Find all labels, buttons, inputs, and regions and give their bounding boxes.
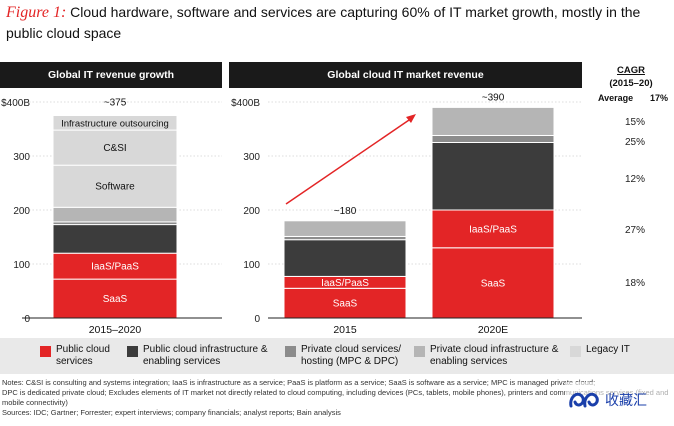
growth-arrow-line <box>285 117 413 205</box>
left-bar-segment-label: Infrastructure outsourcing <box>61 118 169 129</box>
right-bar-total-label: ~390 <box>482 92 505 103</box>
right-axis-tick-label: $400B <box>231 98 260 109</box>
cagr-value: 12% <box>624 174 645 185</box>
legend-swatch <box>414 346 425 357</box>
right-chart-title: Global cloud IT market revenue <box>229 62 582 88</box>
right-bar-total-label: ~180 <box>334 206 357 217</box>
left-category-label: 2015–2020 <box>89 324 142 336</box>
cagr-average-value: 17% <box>649 93 668 103</box>
right-axis-tick-label: 0 <box>254 314 260 325</box>
right-bar-segment-label: SaaS <box>333 299 358 310</box>
right-bar-segment <box>431 106 555 136</box>
right-bar-segment <box>431 134 555 143</box>
legend-label: Private cloud infrastructure & enabling … <box>430 344 559 367</box>
legend-label: Public cloud services <box>56 344 110 367</box>
cagr-value: 15% <box>624 117 645 128</box>
watermark-text: 收藏汇 <box>605 393 647 409</box>
footnote-line: Notes: C&SI is consulting and systems in… <box>2 378 596 387</box>
cagr-average-row: Average 17% <box>598 93 674 103</box>
left-bar-segment <box>52 115 178 131</box>
legend-swatch <box>285 346 296 357</box>
footnote-line: Sources: IDC; Gartner; Forrester; expert… <box>2 408 341 417</box>
cagr-header: CAGR (2015–20) <box>588 64 674 90</box>
right-bar-segment <box>283 239 407 277</box>
left-chart-title: Global IT revenue growth <box>0 62 222 88</box>
cagr-period: (2015–20) <box>609 78 653 89</box>
figure-title: Figure 1: Cloud hardware, software and s… <box>6 2 671 43</box>
legend-swatch <box>40 346 51 357</box>
figure-label: Figure 1: <box>6 4 67 21</box>
right-category-label: 2015 <box>333 324 357 336</box>
cagr-value: 27% <box>624 225 645 236</box>
left-bar-segment-label: SaaS <box>103 294 128 305</box>
cagr-average-label: Average <box>598 93 634 103</box>
left-bar-segment <box>52 164 178 208</box>
figure-title-text: Cloud hardware, software and services ar… <box>6 4 641 41</box>
left-bar-segment <box>52 252 178 280</box>
left-bar-segment-label: IaaS/PaaS <box>91 262 139 273</box>
right-bar-segment-label: IaaS/PaaS <box>321 278 369 289</box>
left-bar-segment <box>52 224 178 254</box>
right-category-label: 2020E <box>478 324 508 336</box>
legend-swatch <box>570 346 581 357</box>
left-axis-tick-label: 0 <box>24 314 30 325</box>
left-axis-tick-label: 300 <box>13 152 30 163</box>
footnote-line: DPC is dedicated private cloud; Excludes… <box>2 388 669 407</box>
legend-label: Legacy IT <box>586 344 630 355</box>
left-axis-tick-label: 100 <box>13 260 30 271</box>
right-bar-segment <box>283 220 407 237</box>
cagr-label: CAGR <box>617 65 645 76</box>
right-bar-segment-label: IaaS/PaaS <box>469 224 517 235</box>
watermark-logo: 收藏汇 <box>565 382 669 416</box>
left-bar-segment <box>52 129 178 166</box>
left-bar-segment <box>52 206 178 223</box>
right-bar-segment-label: SaaS <box>481 278 506 289</box>
left-bar-total-label: ~375 <box>104 98 127 109</box>
legend-swatch <box>127 346 138 357</box>
left-bar-segment-label: C&SI <box>103 143 126 154</box>
right-bar-segment <box>431 247 555 319</box>
cagr-value: 18% <box>624 278 645 289</box>
legend: Public cloud services Public cloud infra… <box>0 338 674 374</box>
growth-arrow-head <box>406 114 416 123</box>
left-axis-tick-label: 200 <box>13 206 30 217</box>
chart-canvas: $400B 300 200 100 0 SaaS IaaS/PaaS Software C&SI… <box>1 92 582 336</box>
legend-label: Private cloud services/ hosting (MPC & D… <box>301 344 402 367</box>
right-axis-tick-label: 100 <box>243 260 260 271</box>
cagr-value: 25% <box>624 137 645 148</box>
legend-label: Public cloud infrastructure & enabling s… <box>143 344 268 367</box>
right-axis-tick-label: 300 <box>243 152 260 163</box>
footnotes: Notes: C&SI is consulting and systems in… <box>2 378 672 418</box>
left-axis-tick-label: $400B <box>1 98 30 109</box>
right-axis-tick-label: 200 <box>243 206 260 217</box>
right-bar-segment <box>431 142 555 211</box>
left-bar-segment-label: Software <box>95 182 135 193</box>
